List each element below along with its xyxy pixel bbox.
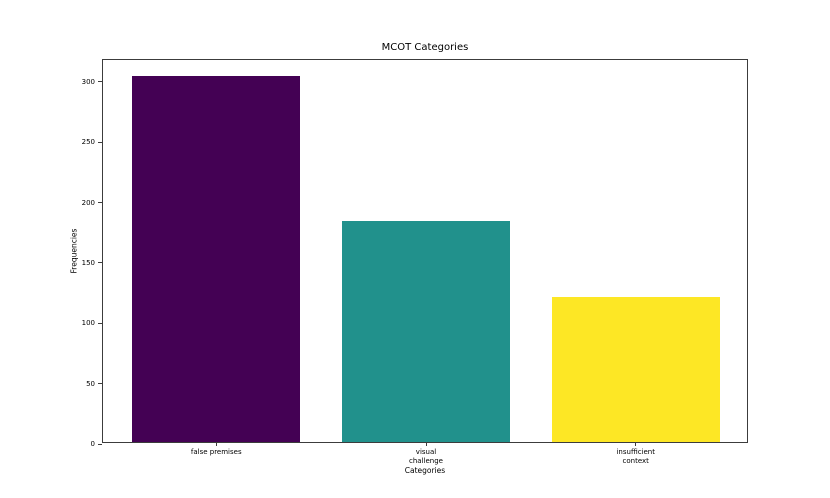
y-tick-mark [98, 322, 102, 324]
x-tick-label: insufficient context [616, 448, 655, 465]
x-tick-label: visual challenge [409, 448, 443, 465]
y-tick-label: 150 [81, 258, 95, 267]
x-tick-mark [635, 442, 637, 446]
y-axis-label: Frequencies [69, 228, 79, 274]
y-tick-label: 100 [81, 319, 95, 328]
bar [342, 221, 510, 442]
x-tick-label: false premises [190, 448, 242, 456]
x-tick-mark [215, 442, 217, 446]
y-tick-label: 200 [81, 198, 95, 207]
chart-title: MCOT Categories [381, 42, 469, 53]
y-tick-mark [98, 443, 102, 445]
y-tick-mark [98, 383, 102, 385]
y-tick-mark [98, 81, 102, 83]
y-tick-mark [98, 202, 102, 204]
plot-area: 0 50 100 150 200 250 300 false premises visual c… [82, 59, 748, 465]
x-axis-label: Categories [404, 466, 446, 475]
y-tick-label: 250 [81, 138, 95, 147]
y-tick-mark [98, 262, 102, 264]
bar [551, 297, 720, 442]
bar [132, 76, 301, 442]
y-tick-label: 50 [86, 379, 95, 388]
y-tick-label: 300 [81, 77, 95, 86]
y-tick-mark [98, 141, 102, 143]
x-tick-mark [425, 442, 427, 446]
y-tick-label: 0 [90, 440, 95, 448]
